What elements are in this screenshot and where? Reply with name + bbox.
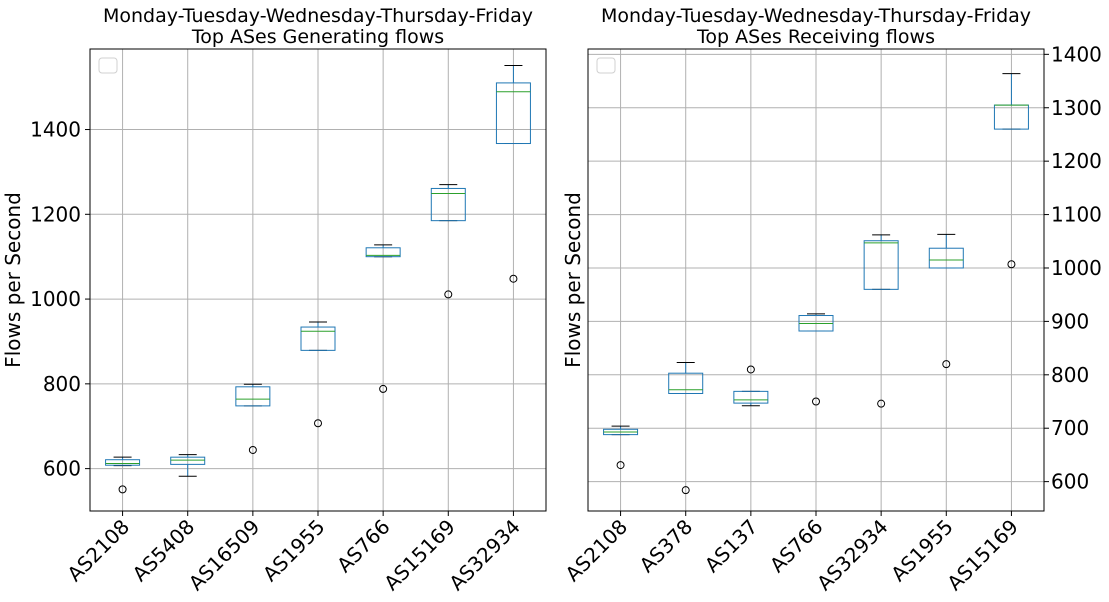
outlier-point bbox=[681, 486, 690, 495]
box-AS766 bbox=[365, 244, 401, 393]
box-AS16509 bbox=[235, 383, 271, 454]
outlier-point bbox=[616, 461, 625, 470]
x-tick-label: AS378 bbox=[635, 515, 698, 578]
box-AS15169 bbox=[993, 73, 1029, 269]
box-iqr bbox=[300, 326, 336, 351]
chart-title-line: Monday-Tuesday-Wednesday-Thursday-Friday bbox=[601, 5, 1031, 27]
y-tick-label: 1100 bbox=[1051, 203, 1102, 227]
box-AS5408 bbox=[170, 454, 206, 477]
y-tick-label: 1200 bbox=[30, 202, 81, 226]
box-AS32934 bbox=[495, 65, 531, 283]
outlier-point bbox=[379, 384, 388, 393]
box-iqr bbox=[105, 459, 141, 466]
x-tick-label: AS32934 bbox=[444, 515, 525, 596]
box-iqr bbox=[668, 372, 704, 394]
x-tick-label: AS2108 bbox=[560, 515, 632, 587]
outlier-point bbox=[509, 274, 518, 283]
box-AS1955 bbox=[928, 233, 964, 369]
legend-box bbox=[596, 57, 616, 74]
box-iqr bbox=[365, 247, 401, 258]
outlier-point bbox=[942, 360, 951, 369]
chart-1: 600800100012001400AS2108AS5408AS16509AS1… bbox=[1, 5, 547, 596]
y-tick-label: 900 bbox=[1051, 309, 1089, 333]
box-iqr bbox=[863, 240, 899, 290]
x-tick-label: AS137 bbox=[700, 515, 763, 578]
y-axis-label: Flows per Second bbox=[561, 192, 585, 368]
legend-box bbox=[98, 57, 118, 74]
box-iqr bbox=[495, 82, 531, 145]
x-tick-label: AS15169 bbox=[379, 515, 460, 596]
y-tick-label: 800 bbox=[43, 372, 81, 396]
y-tick-label: 1000 bbox=[30, 287, 81, 311]
outlier-point bbox=[118, 485, 127, 494]
chart-title-line: Top ASes Receiving flows bbox=[696, 26, 935, 48]
x-tick-label: AS766 bbox=[765, 515, 828, 578]
outlier-point bbox=[444, 290, 453, 299]
outlier-point bbox=[1007, 260, 1016, 269]
chart-title-line: Top ASes Generating flows bbox=[191, 26, 444, 48]
y-tick-label: 600 bbox=[1051, 470, 1089, 494]
box-iqr bbox=[430, 187, 466, 222]
box-AS15169 bbox=[430, 184, 466, 299]
x-tick-label: AS32934 bbox=[812, 515, 893, 596]
box-AS2108 bbox=[105, 456, 141, 494]
x-tick-label: AS16509 bbox=[184, 515, 265, 596]
y-tick-label: 800 bbox=[1051, 363, 1089, 387]
y-axis-label: Flows per Second bbox=[1, 192, 25, 368]
y-tick-label: 1200 bbox=[1051, 149, 1102, 173]
outlier-point bbox=[877, 399, 886, 408]
box-AS378 bbox=[668, 362, 704, 495]
box-AS32934 bbox=[863, 234, 899, 408]
outlier-point bbox=[314, 419, 322, 428]
box-iqr bbox=[170, 456, 206, 465]
box-iqr bbox=[733, 390, 769, 404]
box-iqr bbox=[928, 247, 964, 269]
x-tick-label: AS2108 bbox=[62, 515, 134, 587]
y-tick-label: 1400 bbox=[1051, 42, 1102, 66]
box-AS1955 bbox=[300, 321, 336, 428]
outlier-point bbox=[746, 365, 755, 374]
outlier-point bbox=[248, 445, 257, 454]
outlier-point bbox=[812, 397, 820, 406]
x-tick-label: AS766 bbox=[332, 515, 395, 578]
x-tick-label: AS15169 bbox=[942, 515, 1023, 596]
box-AS137 bbox=[733, 365, 769, 407]
x-tick-label: AS1955 bbox=[258, 515, 330, 587]
box-AS2108 bbox=[603, 425, 639, 470]
y-tick-label: 1300 bbox=[1051, 96, 1102, 120]
y-tick-label: 1400 bbox=[30, 118, 81, 142]
box-AS766 bbox=[798, 313, 834, 406]
y-tick-label: 1000 bbox=[1051, 256, 1102, 280]
y-tick-label: 600 bbox=[43, 457, 81, 481]
box-iqr bbox=[235, 386, 271, 407]
y-tick-label: 700 bbox=[1051, 416, 1089, 440]
chart-title-line: Monday-Tuesday-Wednesday-Thursday-Friday bbox=[103, 5, 533, 27]
